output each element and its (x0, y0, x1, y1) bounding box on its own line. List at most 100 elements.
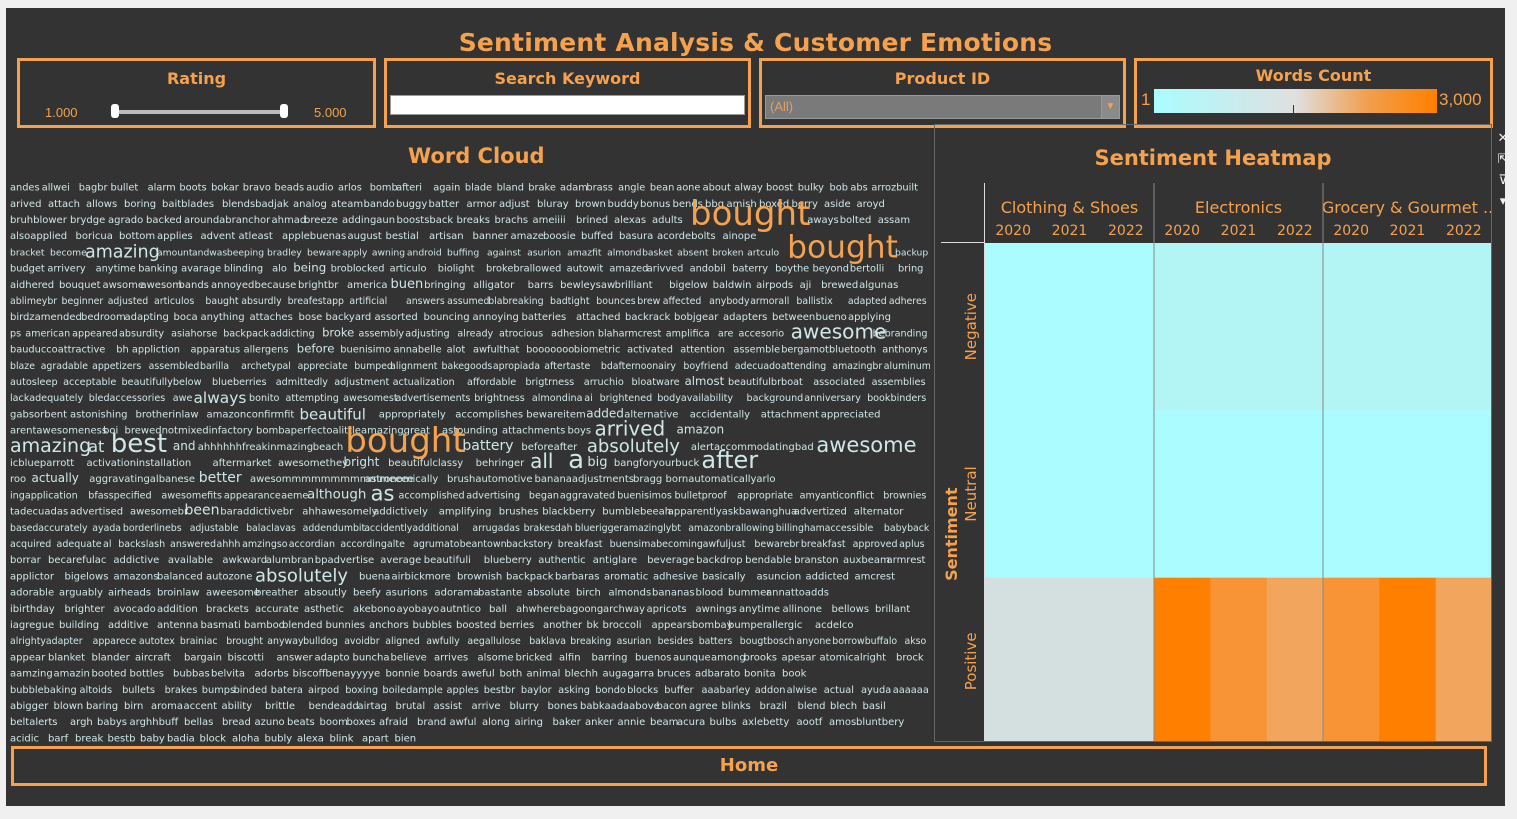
word-cloud-word[interactable]: addendumbit (303, 523, 366, 534)
word-cloud-word[interactable]: against (487, 247, 521, 258)
word-cloud[interactable]: andes allwei bagbr bullet alarm boots bokar bra… (10, 178, 930, 745)
word-cloud-word[interactable]: arlos (338, 183, 362, 194)
word-cloud-word[interactable]: blinding (224, 264, 263, 275)
word-cloud-word[interactable]: bracket (10, 247, 45, 258)
word-cloud-word[interactable]: buffer (664, 685, 694, 696)
word-cloud-word[interactable]: baraddictivebr (220, 507, 294, 518)
word-cloud-word[interactable]: basket (642, 247, 673, 258)
word-cloud-word[interactable]: beautifulbrboat (728, 377, 803, 388)
word-cloud-word[interactable]: bacon (657, 701, 687, 712)
word-cloud-word[interactable]: aone (676, 183, 700, 194)
word-cloud-word[interactable]: anniversary (804, 393, 861, 404)
word-cloud-word[interactable]: better (199, 470, 242, 486)
word-cloud-word[interactable]: bounces (596, 296, 635, 307)
word-cloud-word[interactable]: airpod (308, 685, 339, 696)
word-cloud-word[interactable]: arentawesomeness (10, 426, 107, 437)
word-cloud-word[interactable]: brachs (495, 215, 529, 226)
word-cloud-word[interactable]: attached (576, 312, 620, 323)
word-cloud-word[interactable]: authentic (538, 555, 585, 566)
word-cloud-word[interactable]: absent (677, 247, 709, 258)
word-cloud-word[interactable]: adapto (315, 652, 350, 663)
word-cloud-word[interactable]: absurdity (119, 328, 164, 339)
word-cloud-word[interactable]: lackadequately (10, 393, 83, 404)
word-cloud-word[interactable]: brock (896, 652, 924, 663)
word-cloud-word[interactable]: birn (124, 701, 143, 712)
word-cloud-word[interactable]: arivved (647, 264, 684, 275)
word-cloud-word[interactable]: brilliant (615, 280, 653, 291)
word-cloud-word[interactable]: anytime (96, 264, 136, 275)
word-cloud-word[interactable]: aromatic (604, 571, 648, 582)
word-cloud-word[interactable]: awnings (696, 604, 737, 615)
word-cloud-word[interactable]: brydge (70, 215, 105, 226)
word-cloud-word[interactable]: blaze (10, 361, 35, 372)
word-cloud-word[interactable]: bad (795, 442, 814, 453)
word-cloud-word[interactable]: beefy (353, 588, 381, 599)
heatmap-cell[interactable] (1154, 243, 1211, 411)
word-cloud-word[interactable]: apples (447, 685, 479, 696)
word-cloud-word[interactable]: beverage (647, 555, 694, 566)
word-cloud-word[interactable]: asurions (386, 588, 428, 599)
word-cloud-word[interactable]: becoming (656, 539, 703, 550)
word-cloud-word[interactable]: adbarato (695, 669, 740, 680)
word-cloud-word[interactable]: awkward (222, 555, 267, 566)
word-cloud-word[interactable]: beeping (227, 247, 264, 258)
word-cloud-word[interactable]: awesome (791, 319, 887, 343)
word-cloud-word[interactable]: actually (32, 471, 79, 485)
word-cloud-word[interactable]: appear (10, 652, 46, 663)
word-cloud-word[interactable]: are (718, 328, 734, 339)
word-cloud-word[interactable]: bouquet (59, 280, 101, 291)
word-cloud-word[interactable]: blocks (627, 685, 658, 696)
word-cloud-word[interactable]: acura (677, 717, 705, 728)
word-cloud-word[interactable]: appearsbombay (652, 620, 733, 631)
word-cloud-word[interactable]: analog (293, 199, 327, 210)
word-cloud-word[interactable]: bonus (640, 199, 670, 210)
word-cloud-word[interactable]: awesome (816, 433, 916, 457)
word-cloud-word[interactable]: blurry (510, 701, 540, 712)
word-cloud-word[interactable]: agrumato (413, 539, 460, 550)
word-cloud-word[interactable]: roo (10, 474, 26, 485)
word-cloud-word[interactable]: birdzamended (10, 312, 82, 323)
word-cloud-word[interactable]: boyfriend (683, 361, 728, 372)
word-cloud-word[interactable]: apparece (93, 636, 137, 647)
word-cloud-word[interactable]: bubbas (173, 669, 210, 680)
word-cloud-word[interactable]: bobjgear (674, 312, 719, 323)
word-cloud-word[interactable]: aftermarket (213, 458, 272, 469)
word-cloud-word[interactable]: agradable (41, 361, 89, 372)
word-cloud-word[interactable]: bangforyourbuck (614, 458, 700, 469)
word-cloud-word[interactable]: babkaadaabove (580, 701, 660, 712)
word-cloud-word[interactable]: bluray (537, 199, 569, 210)
word-cloud-word[interactable]: breafestapp (288, 296, 344, 307)
word-cloud-word[interactable]: backslash (118, 539, 165, 550)
word-cloud-word[interactable]: blendsbadjak (222, 199, 289, 210)
word-cloud-word[interactable]: bean (650, 183, 674, 194)
word-cloud-word[interactable]: brightness (474, 393, 525, 404)
word-cloud-word[interactable]: bumper (728, 620, 768, 631)
word-cloud-word[interactable]: bien (395, 733, 417, 744)
word-cloud-word[interactable]: bumblebeeah (602, 507, 671, 518)
word-cloud-word[interactable]: balanced (157, 571, 203, 582)
word-cloud-word[interactable]: baitblades (162, 199, 214, 210)
word-cloud-word[interactable]: bravo (243, 183, 271, 194)
word-cloud-word[interactable]: amount (157, 247, 193, 258)
word-cloud-word[interactable]: brightened (600, 393, 653, 404)
heatmap-cell[interactable] (1041, 243, 1099, 411)
product-id-select[interactable]: (All) ▼ (765, 95, 1120, 119)
word-cloud-word[interactable]: ainope (723, 231, 757, 242)
word-cloud-word[interactable]: bakegoods (442, 361, 493, 372)
word-cloud-word[interactable]: bdafternoonairy (601, 361, 676, 372)
word-cloud-word[interactable]: airtag (358, 701, 387, 712)
word-cloud-word[interactable]: bubly (265, 733, 293, 744)
word-cloud-word[interactable]: broken (712, 247, 744, 258)
word-cloud-word[interactable]: attachments (502, 426, 565, 437)
word-cloud-word[interactable]: ahhh (217, 539, 241, 550)
word-cloud-word[interactable]: aji (800, 280, 812, 291)
heatmap-cell[interactable] (1210, 410, 1268, 579)
word-cloud-word[interactable]: becarefulac (48, 555, 106, 566)
word-cloud-word[interactable]: beautiful (300, 405, 366, 423)
heatmap-cell[interactable] (985, 577, 1042, 746)
word-cloud-word[interactable]: breather (255, 588, 299, 599)
word-cloud-word[interactable]: airing (515, 717, 543, 728)
word-cloud-word[interactable]: anyway (267, 636, 304, 647)
word-cloud-word[interactable]: bright (344, 455, 380, 469)
word-cloud-word[interactable]: brown (575, 199, 606, 210)
